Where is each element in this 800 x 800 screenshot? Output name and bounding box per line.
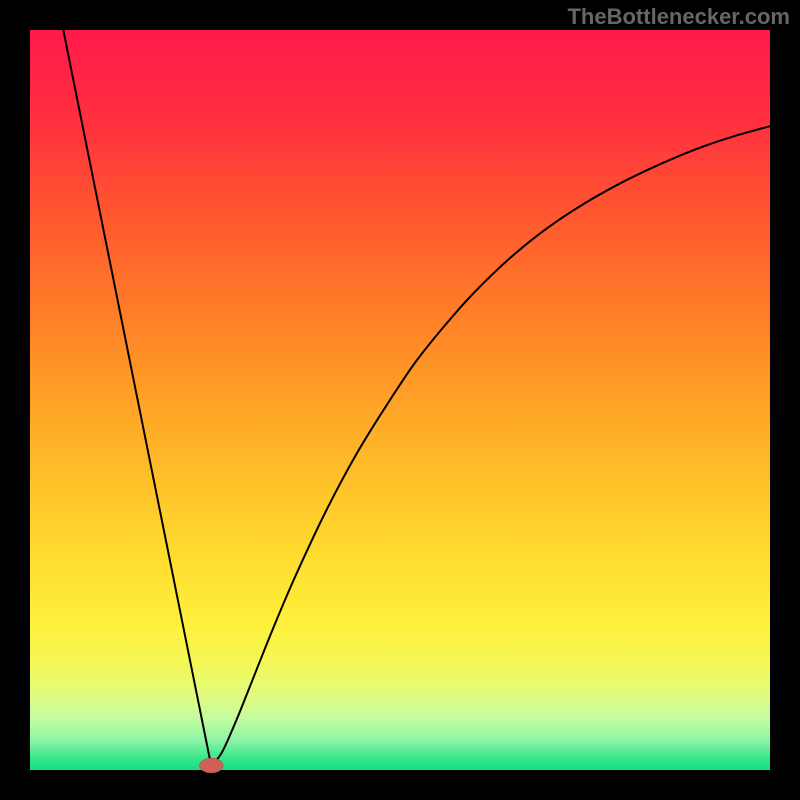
chart-svg	[0, 0, 800, 800]
minimum-marker	[199, 758, 223, 773]
watermark-text: TheBottlenecker.com	[567, 4, 790, 30]
plot-area-gradient	[30, 30, 770, 770]
bottleneck-chart: TheBottlenecker.com	[0, 0, 800, 800]
